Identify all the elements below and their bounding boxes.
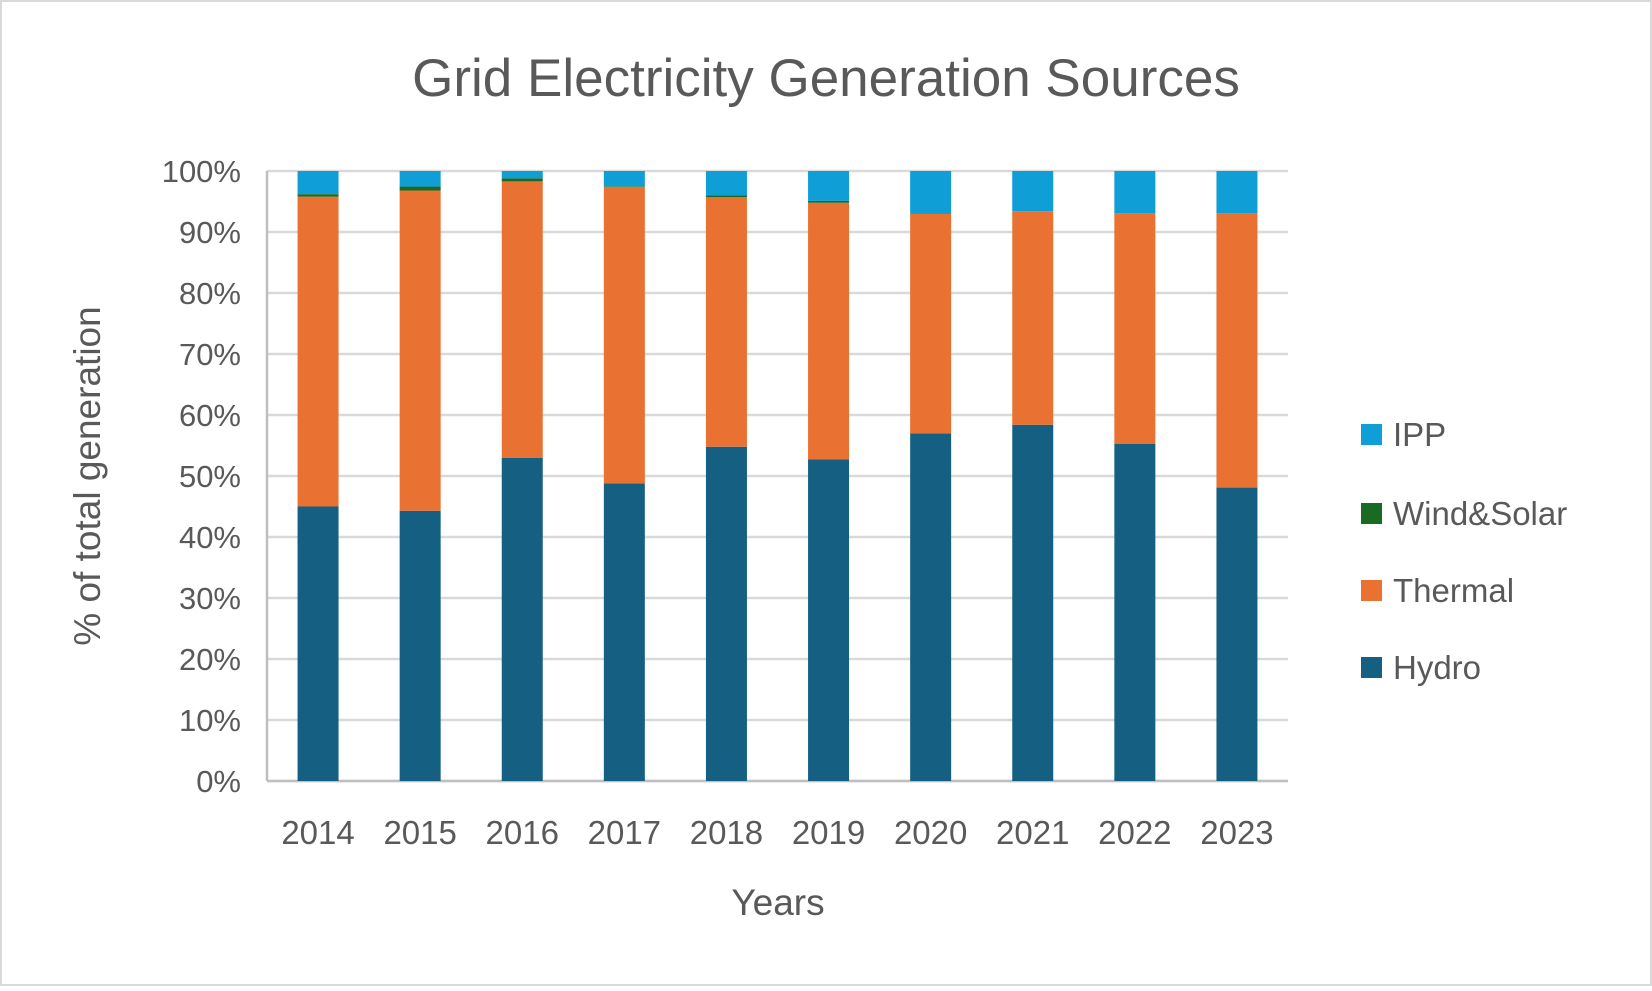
y-tick-label: 0% [196,764,241,799]
bar-thermal-2014 [297,196,339,507]
legend-item-ipp: IPP [1361,416,1446,453]
bar-ipp-2014 [297,171,339,195]
bar-thermal-2017 [603,186,645,484]
bar-thermal-2022 [1114,213,1156,444]
bar-ipp-2015 [399,171,441,187]
bar-thermal-2020 [910,213,952,434]
y-tick-label: 60% [179,398,241,433]
y-tick-label: 100% [162,154,241,189]
x-axis-label: Years [731,882,824,923]
bar-hydro-2020 [910,433,952,781]
legend-item-thermal: Thermal [1361,572,1514,609]
bar-thermal-2015 [399,190,441,511]
bar-thermal-2018 [705,197,747,447]
x-tick-label: 2023 [1200,814,1273,851]
y-tick-label: 40% [179,520,241,555]
x-tick-label: 2018 [690,814,763,851]
y-tick-label: 30% [179,581,241,616]
bar-hydro-2019 [808,459,850,781]
bar-hydro-2023 [1216,487,1258,781]
x-tick-label: 2022 [1098,814,1171,851]
bar-wind-solar-2016 [501,178,543,182]
y-tick-label: 20% [179,642,241,677]
bar-thermal-2021 [1012,211,1054,425]
legend-swatch [1361,503,1382,524]
bar-ipp-2023 [1216,171,1258,214]
legend-label: Hydro [1393,649,1481,686]
bar-wind-solar-2015 [399,186,441,191]
bar-wind-solar-2019 [808,200,850,203]
bar-thermal-2019 [808,202,850,460]
y-tick-label: 70% [179,337,241,372]
y-tick-label: 10% [179,703,241,738]
legend-item-hydro: Hydro [1361,649,1481,686]
y-tick-label: 50% [179,459,241,494]
bar-ipp-2016 [501,171,543,179]
legend-swatch [1361,580,1382,601]
legend-swatch [1361,657,1382,678]
bar-hydro-2021 [1012,424,1054,781]
chart-title: Grid Electricity Generation Sources [412,49,1240,108]
bar-hydro-2022 [1114,443,1156,781]
bar-wind-solar-2020 [910,213,952,214]
bar-hydro-2017 [603,483,645,781]
y-axis-label: % of total generation [67,306,108,645]
x-tick-label: 2019 [792,814,865,851]
bar-ipp-2018 [705,171,747,196]
bar-ipp-2021 [1012,171,1054,212]
legend-label: Thermal [1393,572,1514,609]
legend-label: Wind&Solar [1393,495,1567,532]
bar-wind-solar-2017 [603,186,645,187]
legend-label: IPP [1393,416,1446,453]
legend-item-wind-solar: Wind&Solar [1361,495,1567,532]
bar-ipp-2019 [808,171,850,201]
bar-thermal-2023 [1216,213,1258,488]
x-tick-label: 2015 [383,814,456,851]
bar-ipp-2020 [910,171,952,214]
bar-hydro-2016 [501,457,543,781]
x-tick-label: 2020 [894,814,967,851]
bar-hydro-2015 [399,510,441,781]
y-tick-label: 90% [179,215,241,250]
bar-hydro-2014 [297,506,339,781]
bar-hydro-2018 [705,446,747,781]
x-tick-label: 2017 [588,814,661,851]
bar-ipp-2022 [1114,171,1156,214]
legend-swatch [1361,424,1382,445]
bar-ipp-2017 [603,171,645,187]
bar-thermal-2016 [501,181,543,458]
bar-wind-solar-2018 [705,195,747,198]
y-tick-label: 80% [179,276,241,311]
x-tick-label: 2021 [996,814,1069,851]
bar-wind-solar-2014 [297,194,339,197]
x-tick-label: 2014 [281,814,354,851]
x-tick-label: 2016 [486,814,559,851]
